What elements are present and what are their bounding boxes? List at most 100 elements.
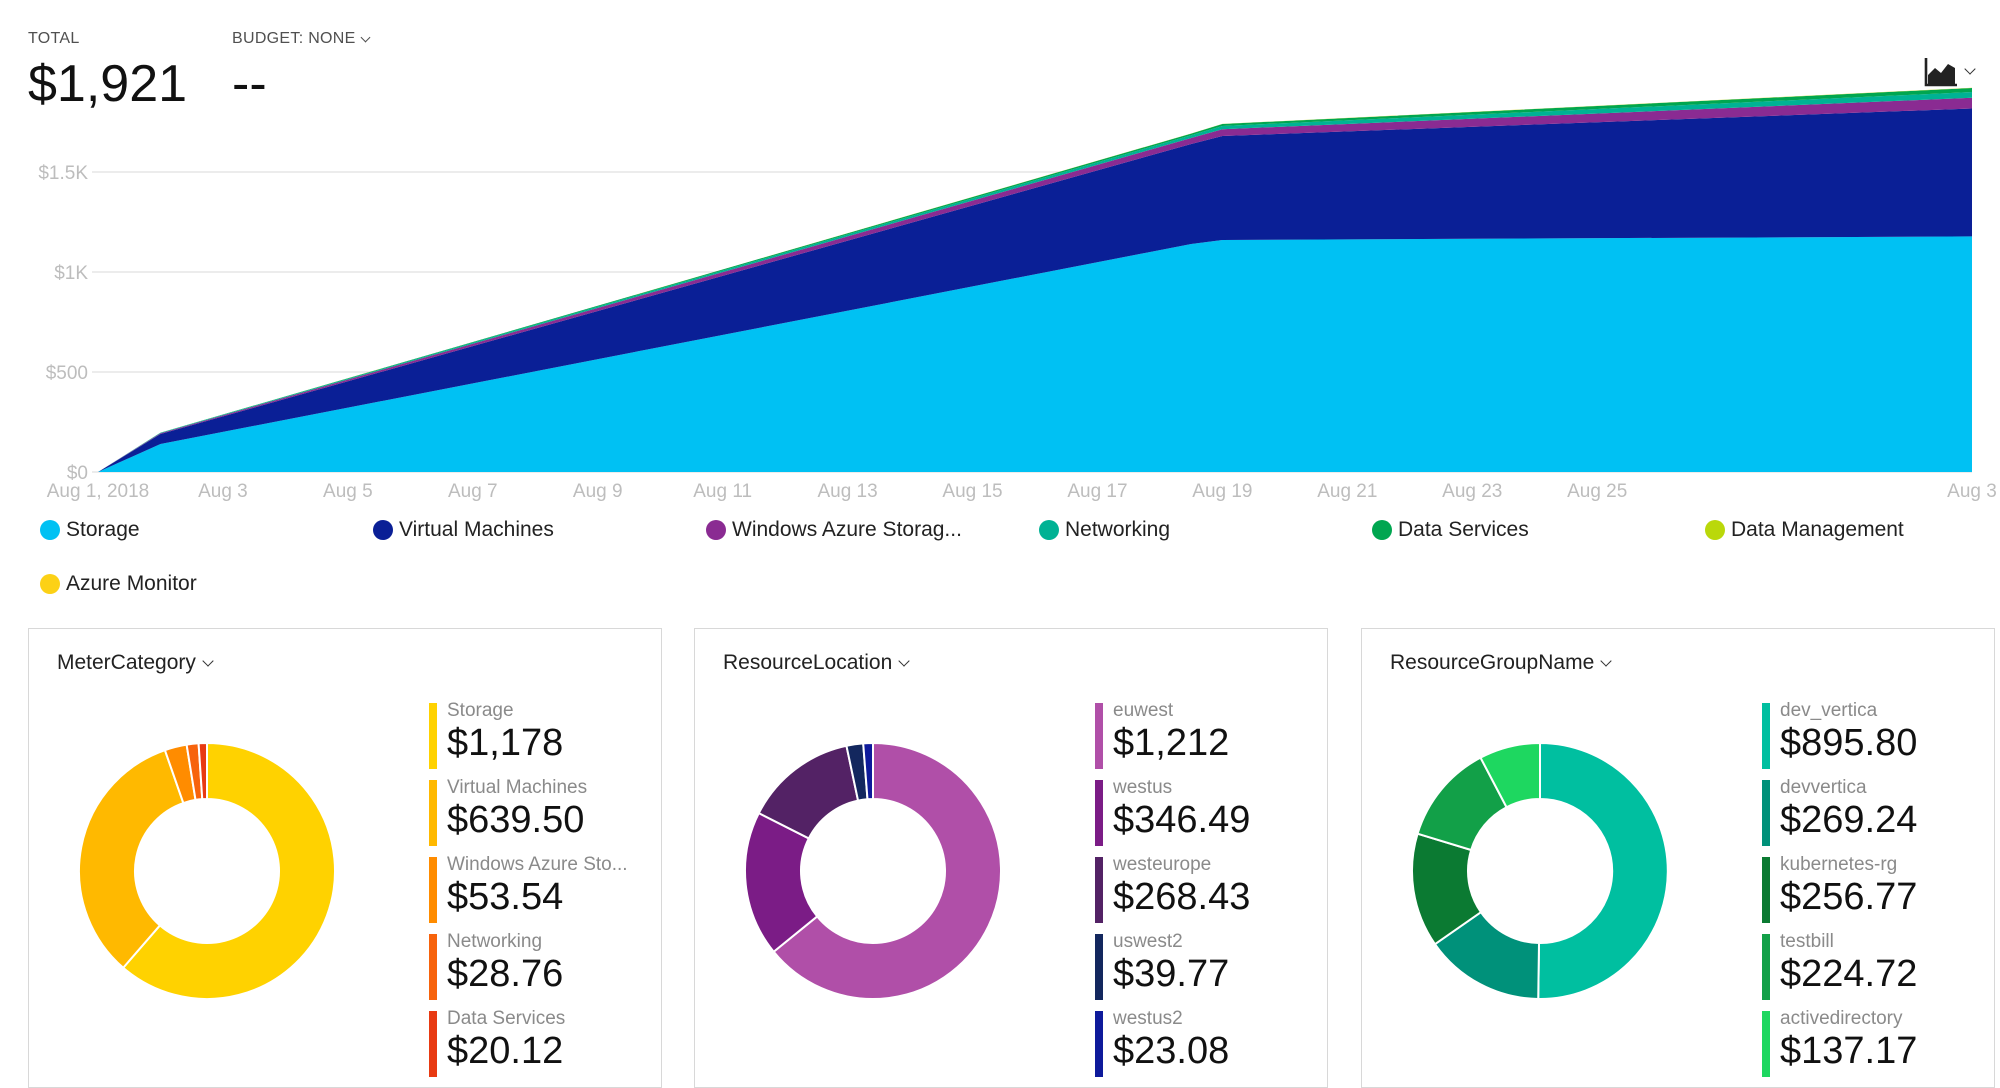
item-value: $268.43 xyxy=(1113,876,1251,918)
breakdown-item[interactable]: uswest2 $39.77 xyxy=(1095,932,1325,1009)
group-by-dropdown[interactable]: MeterCategory xyxy=(57,651,214,675)
x-tick-label: Aug 7 xyxy=(448,481,498,502)
legend-item[interactable]: Windows Azure Storag... xyxy=(706,518,962,542)
legend-label: Windows Azure Storag... xyxy=(732,518,962,541)
item-value: $28.76 xyxy=(447,953,564,995)
legend-label: Azure Monitor xyxy=(66,572,197,595)
group-by-dropdown[interactable]: ResourceGroupName xyxy=(1390,651,1612,675)
color-bar xyxy=(1095,1011,1103,1077)
breakdown-item[interactable]: Storage $1,178 xyxy=(429,701,659,778)
breakdown-item[interactable]: westus2 $23.08 xyxy=(1095,1009,1325,1086)
breakdown-item[interactable]: Data Services $20.12 xyxy=(429,1009,659,1086)
x-tick-label: Aug 3 xyxy=(198,481,248,502)
x-tick-label: Aug 21 xyxy=(1317,481,1377,502)
color-bar xyxy=(1095,703,1103,769)
color-bar xyxy=(429,1011,437,1077)
donut-slice[interactable] xyxy=(862,741,874,801)
legend-swatch xyxy=(40,520,60,540)
color-bar xyxy=(1762,934,1770,1000)
area-series-virtual-machines[interactable] xyxy=(98,108,1972,473)
donut-slice[interactable] xyxy=(78,748,185,970)
item-label: activedirectory xyxy=(1780,1009,1903,1029)
total-label: TOTAL xyxy=(28,30,80,47)
donut-chart xyxy=(1411,741,1669,1001)
item-label: Networking xyxy=(447,932,543,952)
x-tick-label: Aug 1, 2018 xyxy=(47,481,149,502)
legend-label: Virtual Machines xyxy=(399,518,554,541)
legend-item[interactable]: Data Management xyxy=(1705,518,1904,542)
breakdown-item[interactable]: Windows Azure Sto... $53.54 xyxy=(429,855,659,932)
item-value: $1,212 xyxy=(1113,722,1230,764)
item-label: devvertica xyxy=(1780,778,1867,798)
breakdown-item[interactable]: westus $346.49 xyxy=(1095,778,1325,855)
chart-type-button[interactable] xyxy=(1924,52,1984,92)
breakdown-item[interactable]: euwest $1,212 xyxy=(1095,701,1325,778)
x-tick-label: Aug 17 xyxy=(1067,481,1127,502)
item-label: uswest2 xyxy=(1113,932,1183,952)
color-bar xyxy=(1762,857,1770,923)
legend-item[interactable]: Azure Monitor xyxy=(40,572,197,596)
legend-label: Data Services xyxy=(1398,518,1529,541)
item-value: $224.72 xyxy=(1780,953,1918,995)
x-tick-label: Aug 15 xyxy=(942,481,1002,502)
breakdown-item[interactable]: devvertica $269.24 xyxy=(1762,778,1992,855)
item-label: westeurope xyxy=(1113,855,1212,875)
y-tick-label: $1.5K xyxy=(38,163,88,184)
breakdown-card-metercategory: MeterCategory Storage $1,178 Virtual Machin… xyxy=(28,628,662,1088)
item-label: Data Services xyxy=(447,1009,566,1029)
legend-item[interactable]: Data Services xyxy=(1372,518,1529,542)
item-value: $23.08 xyxy=(1113,1030,1230,1072)
item-value: $39.77 xyxy=(1113,953,1230,995)
donut-slice[interactable] xyxy=(197,741,208,801)
color-bar xyxy=(429,857,437,923)
budget-summary[interactable]: BUDGET: NONE -- xyxy=(232,30,371,114)
donut-slice[interactable] xyxy=(1479,741,1541,809)
donut-slice[interactable] xyxy=(772,741,1002,1000)
legend-swatch xyxy=(40,574,60,594)
donut-slice[interactable] xyxy=(121,741,336,1000)
chevron-down-icon xyxy=(202,655,214,667)
group-by-dropdown[interactable]: ResourceLocation xyxy=(723,651,910,675)
legend-item[interactable]: Networking xyxy=(1039,518,1170,542)
item-value: $895.80 xyxy=(1780,722,1918,764)
legend-swatch xyxy=(1705,520,1725,540)
item-label: Windows Azure Sto... xyxy=(447,855,628,875)
y-tick-label: $500 xyxy=(46,363,88,384)
item-value: $20.12 xyxy=(447,1030,564,1072)
chevron-down-icon xyxy=(1600,655,1612,667)
legend-swatch xyxy=(1372,520,1392,540)
legend-item[interactable]: Storage xyxy=(40,518,140,542)
breakdown-item[interactable]: activedirectory $137.17 xyxy=(1762,1009,1992,1086)
donut-chart xyxy=(744,741,1002,1000)
breakdown-item[interactable]: dev_vertica $895.80 xyxy=(1762,701,1992,778)
color-bar xyxy=(1095,780,1103,846)
y-tick-label: $0 xyxy=(67,463,88,484)
legend-item[interactable]: Virtual Machines xyxy=(373,518,554,542)
x-tick-label: Aug 9 xyxy=(573,481,623,502)
breakdown-item[interactable]: kubernetes-rg $256.77 xyxy=(1762,855,1992,932)
x-tick-label: Aug 3 xyxy=(1947,481,1997,502)
donut-chart xyxy=(78,741,336,1000)
x-tick-label: Aug 5 xyxy=(323,481,373,502)
donut-slice[interactable] xyxy=(1537,741,1669,1000)
area-series-storage[interactable] xyxy=(98,236,1972,472)
item-value: $1,178 xyxy=(447,722,564,764)
item-value: $53.54 xyxy=(447,876,564,918)
item-value: $639.50 xyxy=(447,799,585,841)
breakdown-item[interactable]: Networking $28.76 xyxy=(429,932,659,1009)
total-summary: TOTAL $1,921 xyxy=(28,30,187,114)
breakdown-item[interactable]: Virtual Machines $639.50 xyxy=(429,778,659,855)
legend-label: Data Management xyxy=(1731,518,1904,541)
item-value: $346.49 xyxy=(1113,799,1251,841)
budget-selector[interactable]: BUDGET: NONE xyxy=(232,30,371,48)
chart-legend: Storage Virtual Machines Windows Azure Sto… xyxy=(40,518,1980,628)
color-bar xyxy=(1762,1011,1770,1077)
legend-label: Networking xyxy=(1065,518,1171,541)
breakdown-list: Storage $1,178 Virtual Machines $639.50 Wind… xyxy=(429,701,659,1086)
breakdown-item[interactable]: westeurope $268.43 xyxy=(1095,855,1325,932)
x-tick-label: Aug 13 xyxy=(817,481,877,502)
breakdown-item[interactable]: testbill $224.72 xyxy=(1762,932,1992,1009)
item-value: $137.17 xyxy=(1780,1030,1918,1072)
x-tick-label: Aug 23 xyxy=(1442,481,1502,502)
color-bar xyxy=(1762,703,1770,769)
